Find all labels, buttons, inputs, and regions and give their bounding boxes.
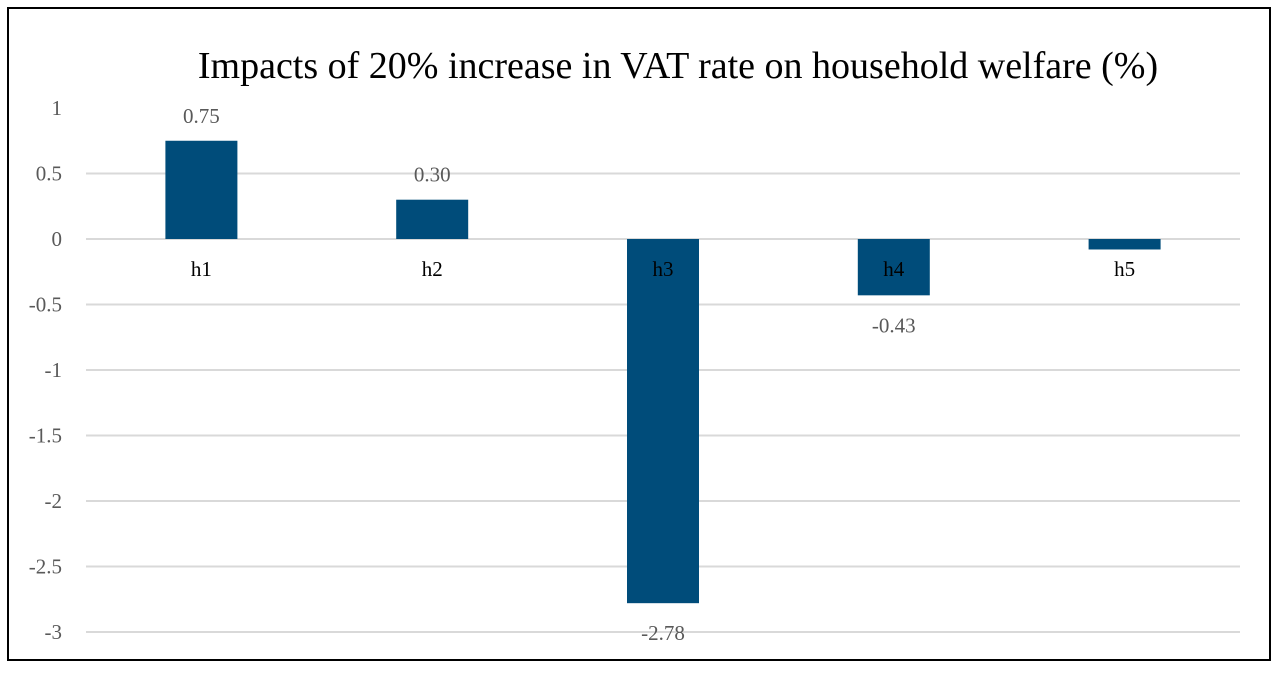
data-label: -0.43 <box>872 313 916 337</box>
bar-h3 <box>627 239 699 604</box>
bars <box>165 140 1161 604</box>
chart-title: Impacts of 20% increase in VAT rate on h… <box>198 45 1158 87</box>
bar-h1 <box>165 140 238 239</box>
y-tick-label: -0.5 <box>29 293 62 317</box>
x-category-label: h1 <box>191 257 212 281</box>
y-tick-label: -2 <box>45 489 63 513</box>
y-tick-label: 1 <box>52 96 63 120</box>
y-tick-label: 0.5 <box>36 162 62 186</box>
y-tick-label: -3 <box>45 620 63 644</box>
x-axis-categories: h1 h2 h3 h4 h5 <box>191 257 1135 281</box>
x-category-label: h4 <box>883 257 905 281</box>
data-labels: 0.75 0.30 -2.78 -0.43 <box>183 104 916 645</box>
bar-h5 <box>1088 239 1161 250</box>
x-category-label: h2 <box>422 257 443 281</box>
y-tick-label: -2.5 <box>29 555 62 579</box>
y-tick-label: -1 <box>45 358 63 382</box>
data-label: -2.78 <box>641 621 685 645</box>
data-label: 0.75 <box>183 104 220 128</box>
x-category-label: h3 <box>653 257 674 281</box>
data-label: 0.30 <box>414 163 451 187</box>
y-tick-label: 0 <box>52 227 63 251</box>
y-axis-ticks: 1 0.5 0 -0.5 -1 -1.5 -2 -2.5 -3 <box>29 96 62 644</box>
bar-h4 <box>857 239 930 296</box>
bar-h2 <box>396 199 469 239</box>
x-category-label: h5 <box>1114 257 1135 281</box>
y-tick-label: -1.5 <box>29 424 62 448</box>
